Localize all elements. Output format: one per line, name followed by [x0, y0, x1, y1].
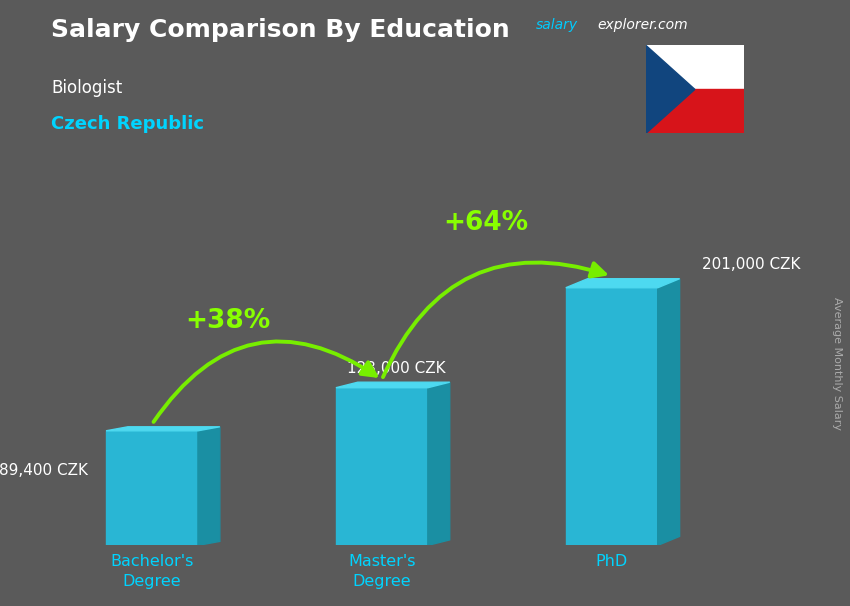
Bar: [646, 45, 744, 89]
Text: 201,000 CZK: 201,000 CZK: [701, 258, 800, 272]
Text: +64%: +64%: [444, 210, 529, 236]
Bar: [336, 388, 428, 545]
Text: Biologist: Biologist: [51, 79, 122, 97]
Text: Czech Republic: Czech Republic: [51, 115, 204, 133]
Polygon shape: [646, 45, 694, 133]
Text: explorer.com: explorer.com: [598, 18, 688, 32]
Bar: [106, 431, 198, 545]
Text: Salary Comparison By Education: Salary Comparison By Education: [51, 18, 510, 42]
Text: Average Monthly Salary: Average Monthly Salary: [832, 297, 842, 430]
Polygon shape: [566, 279, 680, 288]
Polygon shape: [336, 382, 450, 388]
Text: 89,400 CZK: 89,400 CZK: [0, 464, 88, 478]
Bar: [566, 288, 658, 545]
Text: +38%: +38%: [185, 308, 270, 335]
Polygon shape: [428, 382, 450, 545]
Text: salary: salary: [536, 18, 578, 32]
Text: 123,000 CZK: 123,000 CZK: [347, 361, 445, 376]
Bar: [646, 89, 744, 133]
Polygon shape: [198, 427, 220, 545]
Polygon shape: [106, 427, 220, 431]
Polygon shape: [658, 279, 680, 545]
